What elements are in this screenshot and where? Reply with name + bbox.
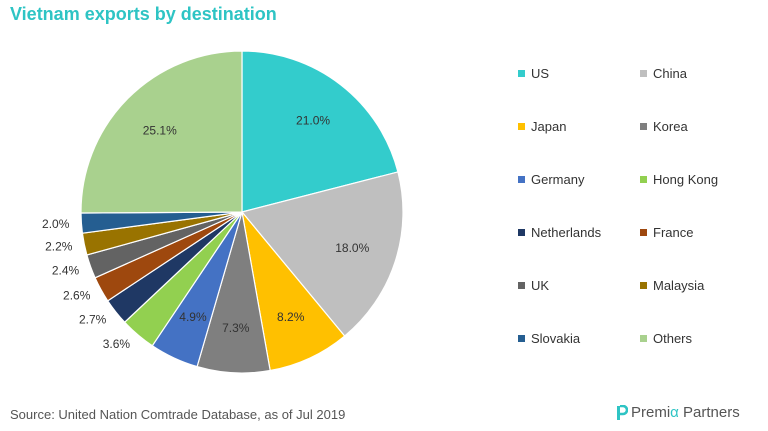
slice-label-germany: 4.9% <box>179 310 207 324</box>
legend-label: UK <box>531 278 550 293</box>
slice-label-china: 18.0% <box>335 241 369 255</box>
legend-swatch <box>640 282 647 289</box>
legend-swatch <box>518 335 525 342</box>
legend-swatch <box>518 229 525 236</box>
logo-text: Premiα Partners <box>631 404 740 421</box>
legend-item-france: France <box>640 225 693 240</box>
slice-label-us: 21.0% <box>296 113 330 127</box>
legend-label: Others <box>653 331 693 346</box>
legend-item-netherlands: Netherlands <box>518 225 601 240</box>
slice-label-malaysia: 2.2% <box>45 240 73 254</box>
legend-item-others: Others <box>640 331 692 346</box>
legend-label: Korea <box>653 119 688 134</box>
legend-swatch <box>518 282 525 289</box>
slice-label-france: 2.6% <box>63 288 91 302</box>
legend-label: Malaysia <box>653 278 705 293</box>
legend-label: China <box>653 66 687 81</box>
slice-label-hong-kong: 3.6% <box>103 337 131 351</box>
legend-label: France <box>653 225 694 240</box>
pie-chart: 21.0% 18.0% 8.2% 7.3% 4.9% 3.6% 2.7% 2.6% 2.4% 2.… <box>42 50 404 374</box>
legend-item-us: US <box>518 66 549 81</box>
slice-label-netherlands: 2.7% <box>79 312 107 326</box>
legend-item-japan: Japan <box>518 119 566 134</box>
legend-item-hong-kong: Hong Kong <box>640 172 718 187</box>
legend-swatch <box>640 123 647 130</box>
pie-slice-us <box>241 50 399 213</box>
slice-label-others: 25.1% <box>143 123 177 137</box>
legend-label: Germany <box>531 172 585 187</box>
legend-item-korea: Korea <box>640 119 688 134</box>
legend-item-malaysia: Malaysia <box>640 278 704 293</box>
legend-swatch <box>518 176 525 183</box>
legend-swatch <box>640 335 647 342</box>
pie-slice-china <box>240 171 404 337</box>
pie-slice-others <box>80 50 243 214</box>
legend-label: Hong Kong <box>653 172 719 187</box>
legend-label: Netherlands <box>531 225 602 240</box>
legend-swatch <box>518 123 525 130</box>
slice-label-japan: 8.2% <box>277 310 305 324</box>
legend-item-slovakia: Slovakia <box>518 331 580 346</box>
legend-label: Japan <box>531 119 567 134</box>
slice-label-slovakia: 2.0% <box>42 217 70 231</box>
source-note: Source: United Nation Comtrade Database,… <box>10 407 346 422</box>
legend-item-uk: UK <box>518 278 549 293</box>
legend-label: US <box>531 66 550 81</box>
brand-logo: Premiα Partners <box>616 404 740 421</box>
legend-swatch <box>640 229 647 236</box>
legend-item-germany: Germany <box>518 172 584 187</box>
legend-label: Slovakia <box>531 331 581 346</box>
logo-icon <box>616 404 628 421</box>
slice-label-uk: 2.4% <box>52 264 80 278</box>
chart-title: Vietnam exports by destination <box>10 4 277 24</box>
legend-swatch <box>640 176 647 183</box>
legend-swatch <box>518 70 525 77</box>
legend-swatch <box>640 70 647 77</box>
slice-label-korea: 7.3% <box>222 321 250 335</box>
legend-item-china: China <box>640 66 687 81</box>
